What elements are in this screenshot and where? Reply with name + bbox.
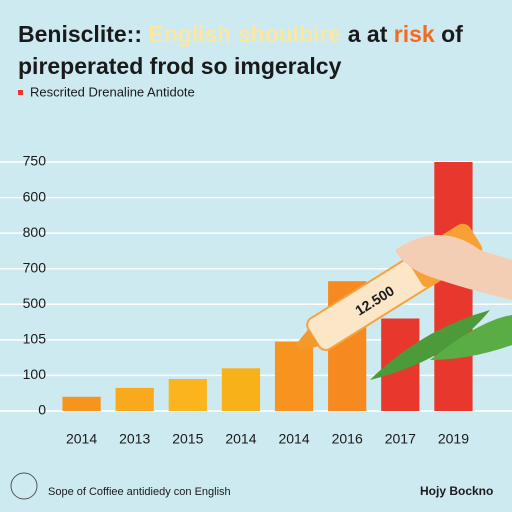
x-tick-label: 2017 — [385, 431, 416, 447]
chart-title: Benisclite:: English shoulbire a at risk… — [18, 21, 463, 47]
y-tick-label: 750 — [23, 153, 47, 169]
y-tick-label: 800 — [23, 224, 47, 240]
hand — [395, 235, 512, 300]
y-tick-label: 0 — [38, 402, 46, 418]
y-tick-label: 600 — [23, 188, 47, 204]
y-tick-label: 700 — [23, 259, 47, 275]
y-tick-label: 100 — [23, 366, 47, 382]
x-tick-label: 2013 — [119, 431, 150, 447]
bar — [221, 368, 261, 411]
title-part: English shoulbire — [148, 21, 341, 47]
bar — [274, 341, 314, 411]
leaf — [430, 315, 512, 360]
tip — [296, 329, 319, 351]
x-tick-label: 2019 — [438, 431, 469, 447]
y-tick-label: 105 — [23, 331, 47, 347]
chart-title: pireperated frod so imgeralcy — [18, 53, 342, 79]
footer-left: Sope of Coffiee antidiedy con English — [48, 486, 231, 498]
bar — [62, 396, 101, 411]
x-tick-label: 2014 — [66, 431, 97, 447]
x-tick-label: 2014 — [278, 431, 309, 447]
x-tick-label: 2014 — [225, 431, 256, 447]
title-part: Benisclite:: — [18, 21, 142, 47]
legend-label: Rescrited Drenaline Antidote — [30, 84, 195, 99]
title-part: a at — [348, 21, 388, 47]
bar — [115, 387, 154, 411]
logo — [10, 472, 38, 500]
bar — [168, 378, 207, 411]
legend-swatch — [18, 90, 23, 95]
x-tick-label: 2016 — [332, 431, 363, 447]
y-tick-label: 500 — [23, 295, 47, 311]
footer-right: Hojy Bockno — [420, 484, 493, 498]
x-tick-label: 2015 — [172, 431, 203, 447]
title-part: risk — [394, 21, 435, 47]
title-part: of — [441, 21, 463, 47]
leaf — [370, 310, 490, 380]
